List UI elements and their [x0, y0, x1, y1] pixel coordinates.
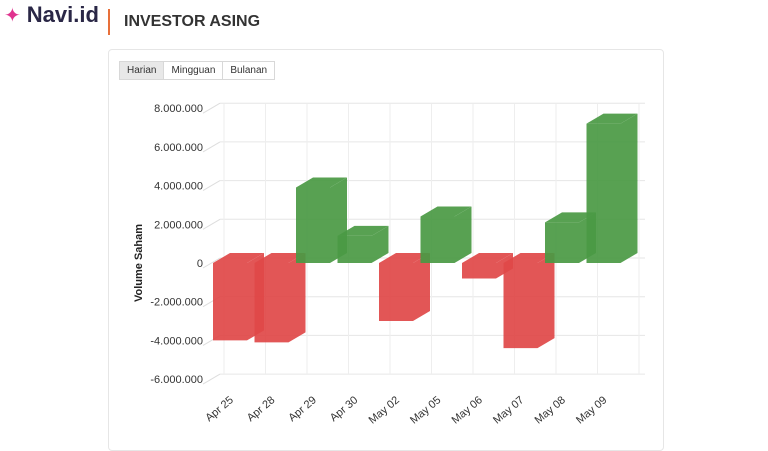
y-axis-label: Volume Saham: [133, 224, 145, 302]
bar-top: [420, 206, 472, 217]
grid-diagonal: [202, 373, 221, 385]
x-tick-label: Apr 25: [203, 394, 236, 424]
x-tick-label: Apr 30: [328, 394, 361, 424]
bar-side: [454, 206, 472, 263]
bar-top: [254, 253, 306, 263]
bar-front: [254, 263, 289, 343]
y-tick-label: 4.000.000: [154, 181, 203, 193]
bar-may-05: [420, 206, 472, 263]
bar-front: [296, 187, 330, 263]
bar-top: [337, 225, 389, 236]
bar-top: [462, 253, 513, 263]
bar-apr-28: [254, 253, 306, 343]
bar-may-09: [586, 113, 638, 264]
sparkle-icon: ✦: [4, 4, 21, 27]
x-tick-label: May 02: [367, 394, 402, 426]
y-tick-label: 6.000.000: [154, 142, 203, 154]
y-tick-label: 8.000.000: [154, 103, 203, 115]
bar-front: [213, 263, 247, 341]
tab-harian[interactable]: Harian: [120, 62, 165, 79]
y-tick-label: -6.000.000: [150, 374, 203, 386]
page-title: INVESTOR ASING: [108, 9, 260, 35]
tab-mingguan[interactable]: Mingguan: [164, 62, 224, 79]
x-tick-label: May 09: [574, 394, 609, 426]
bar-top: [586, 113, 638, 124]
bar-front: [503, 263, 538, 349]
bar-apr-29: [296, 177, 347, 263]
bar-may-07: [503, 253, 555, 349]
brand-name: Navi.id: [26, 2, 99, 27]
x-tick-label: May 06: [450, 394, 485, 426]
x-tick-label: May 07: [491, 394, 526, 426]
grid-diagonal: [202, 257, 221, 269]
bar-top: [213, 253, 264, 263]
period-tabs: Harian Mingguan Bulanan: [119, 61, 276, 80]
grid-diagonal: [202, 141, 221, 153]
bar-front: [379, 263, 413, 322]
bar-front: [337, 235, 372, 263]
grid-diagonal: [202, 102, 221, 114]
x-tick-label: May 08: [533, 394, 568, 426]
bar-may-02: [379, 253, 430, 322]
bar-top: [379, 253, 430, 263]
chart-card: Harian Mingguan Bulanan: [108, 49, 664, 451]
bar-apr-30: [337, 225, 389, 263]
y-tick-label: -4.000.000: [150, 335, 203, 347]
grid-diagonal: [202, 180, 221, 192]
grid-diagonal: [202, 218, 221, 230]
bar-side: [413, 253, 430, 322]
bar-side: [288, 253, 306, 343]
bar-top: [545, 212, 596, 223]
x-tick-label: Apr 28: [245, 394, 278, 424]
bar-top: [503, 253, 555, 263]
bar-front: [420, 216, 455, 263]
tab-bulanan[interactable]: Bulanan: [223, 62, 275, 79]
bar-front: [462, 263, 496, 279]
x-tick-label: Apr 29: [286, 394, 319, 424]
y-tick-label: -2.000.000: [150, 297, 203, 309]
bar-front: [545, 222, 579, 263]
y-tick-label: 0: [197, 258, 203, 270]
bar-side: [371, 225, 389, 263]
bar-side: [620, 113, 638, 264]
y-tick-label: 2.000.000: [154, 219, 203, 231]
bar-side: [537, 253, 555, 349]
bar-top: [296, 177, 347, 188]
x-tick-label: May 05: [408, 394, 443, 426]
bar-chart: 8.000.000 6.000.000 4.000.000 2.000.000 0 -2.…: [133, 102, 645, 427]
brand-logo[interactable]: ✦ Navi.id: [4, 2, 99, 28]
bar-front: [586, 123, 621, 264]
